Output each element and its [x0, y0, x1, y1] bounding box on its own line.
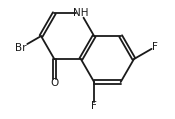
Text: NH: NH	[73, 8, 89, 18]
Text: F: F	[91, 101, 97, 111]
Text: Br: Br	[15, 43, 26, 53]
Text: O: O	[50, 78, 58, 88]
Text: F: F	[152, 42, 158, 52]
